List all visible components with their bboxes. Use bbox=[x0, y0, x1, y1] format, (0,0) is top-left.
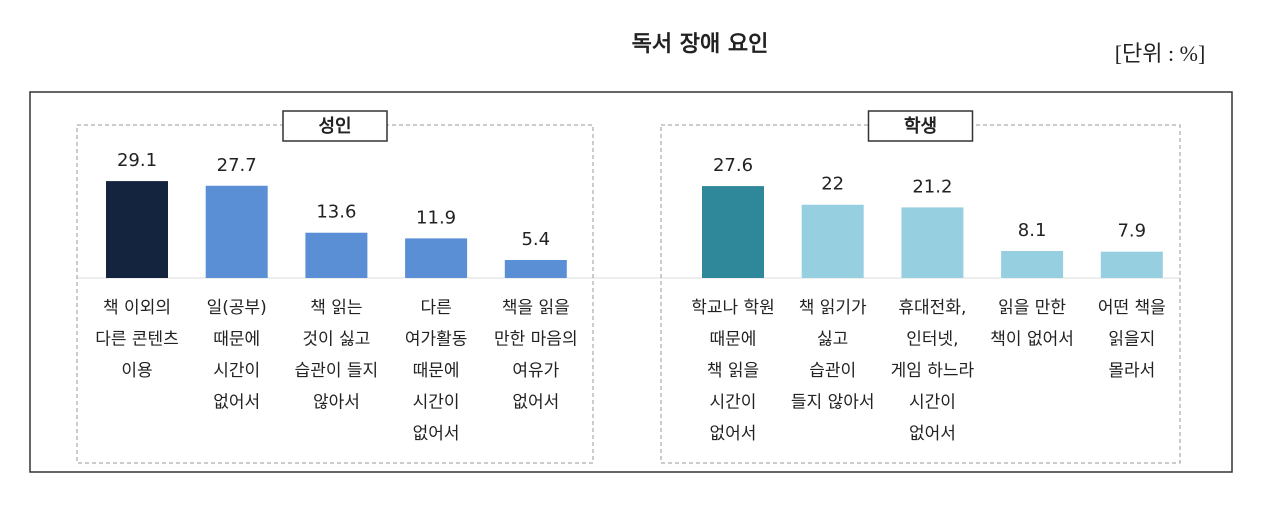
category-label: 없어서 bbox=[710, 424, 757, 444]
category-label: 않아서 bbox=[313, 393, 360, 413]
value-label: 22 bbox=[821, 174, 844, 195]
category-label: 없어서 bbox=[213, 393, 260, 413]
category-label: 만한 마음의 bbox=[494, 330, 578, 350]
category-label: 책 읽기가 bbox=[799, 298, 867, 318]
value-label: 13.6 bbox=[316, 202, 356, 223]
frame bbox=[29, 91, 1233, 473]
category-label: 시간이 bbox=[213, 361, 260, 381]
category-label: 없어서 bbox=[413, 424, 460, 444]
category-label: 읽을 만한 bbox=[998, 298, 1066, 318]
bar bbox=[504, 260, 567, 278]
value-label: 27.6 bbox=[713, 155, 753, 176]
category-label: 습관이 bbox=[809, 361, 856, 381]
bar bbox=[106, 181, 168, 278]
panel-title: 학생 bbox=[904, 115, 937, 137]
category-label: 읽을지 bbox=[1108, 330, 1155, 350]
bar bbox=[901, 207, 964, 278]
category-label: 휴대전화, bbox=[898, 298, 966, 318]
chart-title: 독서 장애 요인 bbox=[632, 32, 769, 57]
category-label: 다른 bbox=[420, 298, 451, 318]
bar bbox=[305, 232, 368, 278]
category-label: 이용 bbox=[121, 361, 152, 381]
bar bbox=[702, 186, 764, 278]
category-label: 책이 없어서 bbox=[990, 330, 1074, 350]
unit-label: [단위 : %] bbox=[1115, 41, 1206, 66]
category-label: 인터넷, bbox=[906, 330, 958, 350]
category-label: 학교나 학원 bbox=[691, 298, 775, 318]
value-label: 21.2 bbox=[912, 176, 952, 197]
panel-title-box bbox=[867, 110, 974, 142]
bar bbox=[205, 185, 268, 278]
category-label: 없어서 bbox=[909, 424, 956, 444]
category-label: 여가활동 bbox=[405, 330, 468, 350]
value-label: 8.1 bbox=[1018, 220, 1047, 241]
category-label: 책 읽을 bbox=[707, 361, 759, 381]
value-label: 29.1 bbox=[117, 150, 157, 171]
bar bbox=[405, 238, 468, 278]
category-label: 시간이 bbox=[710, 393, 757, 413]
value-label: 7.9 bbox=[1117, 221, 1146, 242]
bar bbox=[1100, 251, 1163, 278]
value-label: 5.4 bbox=[521, 229, 550, 250]
category-label: 들지 않아서 bbox=[791, 393, 875, 413]
value-label: 11.9 bbox=[416, 207, 456, 228]
panel-title: 성인 bbox=[318, 116, 351, 137]
category-label: 때문에 bbox=[710, 330, 757, 350]
category-label: 게임 하느라 bbox=[891, 361, 975, 381]
category-label: 몰라서 bbox=[1108, 361, 1155, 381]
category-label: 책 이외의 bbox=[103, 298, 171, 318]
category-label: 책을 읽을 bbox=[502, 298, 570, 318]
category-label: 시간이 bbox=[413, 393, 460, 413]
value-label: 27.7 bbox=[217, 155, 257, 176]
category-label: 일(공부) bbox=[207, 298, 267, 318]
category-label: 것이 싫고 bbox=[302, 330, 370, 350]
bar bbox=[1001, 251, 1064, 278]
category-label: 여유가 bbox=[512, 361, 559, 381]
category-label: 책 읽는 bbox=[310, 298, 362, 318]
bar bbox=[801, 204, 864, 278]
category-label: 때문에 bbox=[213, 330, 260, 350]
category-label: 어떤 책을 bbox=[1098, 298, 1166, 318]
category-label: 시간이 bbox=[909, 393, 956, 413]
category-label: 싫고 bbox=[817, 330, 848, 350]
category-label: 없어서 bbox=[512, 393, 559, 413]
category-label: 습관이 들지 bbox=[295, 361, 379, 381]
category-label: 다른 콘텐츠 bbox=[95, 330, 179, 350]
panel-title-box bbox=[282, 110, 388, 142]
category-label: 때문에 bbox=[413, 361, 460, 381]
